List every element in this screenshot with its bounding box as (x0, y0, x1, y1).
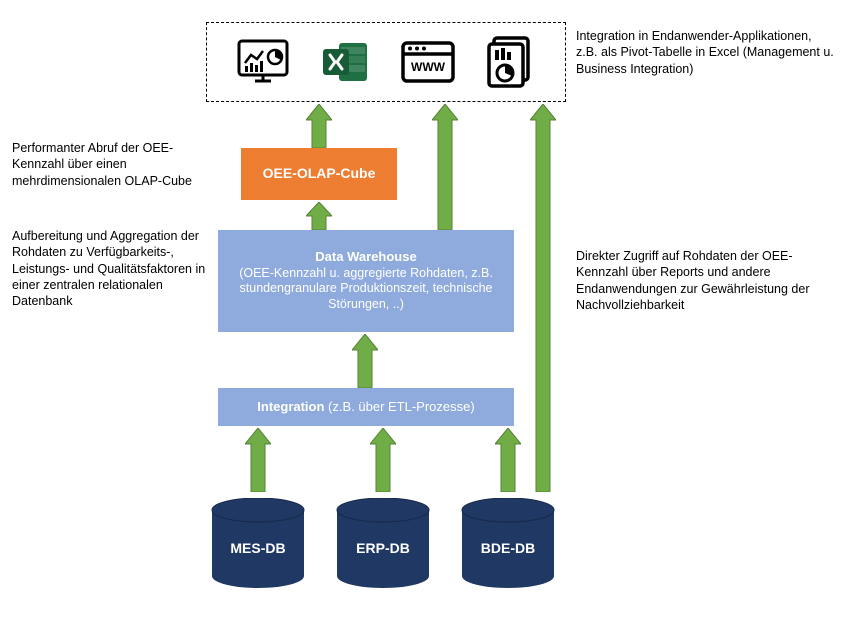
arrow-olap-to-apps (306, 104, 332, 148)
www-icon: WWW (399, 37, 457, 87)
db-mes: MES-DB (208, 498, 308, 588)
arrow-erp-to-int (370, 428, 396, 492)
diagram-canvas: WWW OEE-OLAP-Cube Data Warehouse (OEE-Ke… (0, 0, 850, 622)
arrow-dwh-to-apps (432, 104, 458, 230)
db-bde-label: BDE-DB (458, 540, 558, 556)
integration-title-bold: Integration (257, 399, 324, 414)
arrow-int-to-dwh (352, 334, 378, 388)
arrow-mes-to-int (245, 428, 271, 492)
olap-title: OEE-OLAP-Cube (263, 165, 376, 183)
arrow-dwh-to-olap (306, 202, 332, 230)
arrow-bde-to-apps (530, 104, 556, 492)
dwh-subtitle: (OEE-Kennzahl u. aggregierte Rohdaten, z… (228, 266, 504, 313)
integration-title-rest: (z.B. über ETL-Prozesse) (324, 399, 474, 414)
dwh-title: Data Warehouse (315, 249, 416, 265)
arrow-bde-to-int (495, 428, 521, 492)
integration-title: Integration (z.B. über ETL-Prozesse) (257, 399, 474, 415)
olap-cube-box: OEE-OLAP-Cube (241, 148, 397, 200)
db-bde: BDE-DB (458, 498, 558, 588)
integration-box: Integration (z.B. über ETL-Prozesse) (218, 388, 514, 426)
applications-container: WWW (206, 22, 566, 102)
annotation-left-dwh: Aufbereitung und Aggregation der Rohdate… (12, 228, 212, 309)
excel-icon (319, 37, 371, 87)
db-mes-label: MES-DB (208, 540, 308, 556)
dashboard-icon (235, 37, 291, 87)
db-erp-label: ERP-DB (333, 540, 433, 556)
annotation-left-olap: Performanter Abruf der OEE-Kennzahl über… (12, 140, 212, 189)
svg-text:WWW: WWW (411, 60, 446, 74)
db-erp: ERP-DB (333, 498, 433, 588)
annotation-right-raw: Direkter Zugriff auf Rohdaten der OEE-Ke… (576, 248, 836, 313)
annotation-top-right: Integration in Endanwender-Applikationen… (576, 28, 836, 77)
data-warehouse-box: Data Warehouse (OEE-Kennzahl u. aggregie… (218, 230, 514, 332)
report-icon (485, 35, 537, 89)
